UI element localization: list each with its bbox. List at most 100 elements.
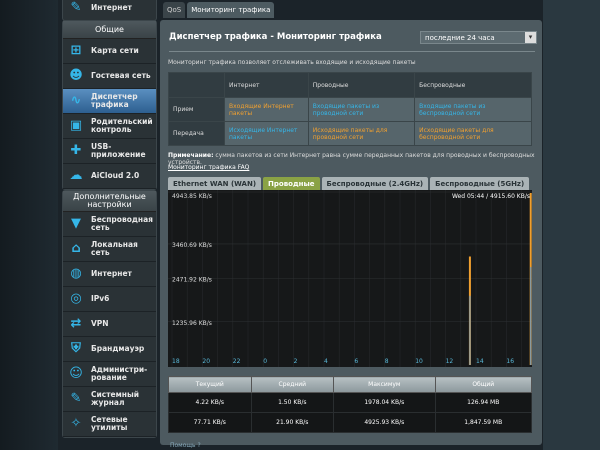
sidebar-item-home[interactable]: ⌂ Локальная сеть xyxy=(63,237,156,262)
stats-max: 4925.93 KB/s xyxy=(333,412,436,433)
x-tick-label: 22 xyxy=(233,358,241,365)
legend-header: Интернет xyxy=(224,72,309,98)
x-tick-label: 4 xyxy=(324,358,328,365)
sidebar-item-label: Интернет xyxy=(91,269,132,278)
wireless-icon: ▼ xyxy=(71,216,81,231)
tools-icon: ✧ xyxy=(70,416,82,431)
legend-cell: Исходящие Интернет пакеты xyxy=(224,121,309,146)
sidebar-item-wireless[interactable]: ▼ Беспроводная сеть xyxy=(63,212,156,237)
x-tick-label: 18 xyxy=(172,358,180,365)
stats-header: Текущий xyxy=(168,376,252,393)
stats-header: Общий xyxy=(434,376,532,393)
sidebar-item-label: AiCloud 2.0 xyxy=(91,171,140,180)
legend-table: Интернет Проводные Беспроводные Прием Вх… xyxy=(168,72,532,146)
sidebar-item-label: Системный журнал xyxy=(91,390,139,407)
sidebar-advanced: Дополнительные настройки ▼ Беспроводная с… xyxy=(62,190,157,438)
tab-qos[interactable]: QoS xyxy=(163,2,186,18)
traffic-chart: 4943.85 KB/s 3460.69 KB/s 2471.92 KB/s 1235… xyxy=(168,190,532,367)
sidebar-item-cloud[interactable]: ☁ AiCloud 2.0 xyxy=(63,164,156,189)
x-tick-label: 20 xyxy=(202,358,210,365)
shield-icon: ⛨ xyxy=(71,341,81,356)
sidebar-item-lock[interactable]: ▣ Родительский контроль xyxy=(63,114,156,139)
chart-tab-wireless-5[interactable]: Беспроводные (5GHz) xyxy=(430,177,530,191)
chart-tab-wireless-24[interactable]: Беспроводные (2.4GHz) xyxy=(321,177,429,191)
advanced-header: Дополнительные настройки xyxy=(63,191,156,212)
legend-header: Проводные xyxy=(307,72,416,98)
sidebar-general: Общие ⊞ Карта сети ☻ Гостевая сеть ∿ Диспетче… xyxy=(62,20,157,190)
traffic-manager-icon: ∿ xyxy=(70,93,82,108)
vpn-icon: ⇄ xyxy=(70,316,82,331)
period-value: последние 24 часа xyxy=(425,34,495,42)
y-tick-label: 2471.92 KB/s xyxy=(172,277,212,284)
legend-cell: Входящие пакеты из проводной сети xyxy=(307,97,416,122)
legend-header xyxy=(168,72,225,98)
sidebar-item-label: Карта сети xyxy=(91,46,139,55)
sidebar-item-internet-top[interactable]: ✎ Интернет xyxy=(63,0,156,20)
cloud-icon: ☁ xyxy=(69,168,83,183)
sidebar-item-label: Диспетчер трафика xyxy=(91,92,138,109)
legend-cell: Входящие Интернет пакеты xyxy=(224,97,309,122)
sidebar-item-shield[interactable]: ⛨ Брандмауэр xyxy=(63,337,156,362)
x-tick-label: 8 xyxy=(385,358,389,365)
stats-average: 21.90 KB/s xyxy=(250,412,335,433)
x-tick-label: 16 xyxy=(506,358,514,365)
left-background xyxy=(0,0,58,450)
y-tick-label: 3460.69 KB/s xyxy=(172,242,212,249)
row-label-receive: Прием xyxy=(168,97,225,122)
y-tick-label: 4943.85 KB/s xyxy=(172,193,212,200)
stats-row-received: 4.22 KB/s 1.50 KB/s 1978.04 KB/s 126.94 … xyxy=(168,392,532,413)
guest-network-icon: ☻ xyxy=(69,68,83,83)
stats-header: Средний xyxy=(250,376,335,393)
sidebar-item-log[interactable]: ✎ Системный журнал xyxy=(63,387,156,412)
stats-row-sent: 77.71 KB/s 21.90 KB/s 4925.93 KB/s 1,847… xyxy=(168,412,532,433)
sidebar-item-puzzle[interactable]: ✚ USB-приложение xyxy=(63,139,156,164)
period-select[interactable]: последние 24 часа ▾ xyxy=(420,31,537,44)
sidebar-item-traffic-manager[interactable]: ∿ Диспетчер трафика xyxy=(63,89,156,114)
top-tabs: QoS Мониторинг трафика xyxy=(163,2,275,18)
right-background xyxy=(543,0,600,450)
note: Примечание: сумма пакетов из сети Интерн… xyxy=(168,152,542,166)
sidebar-item-globe[interactable]: ◍ Интернет xyxy=(63,262,156,287)
note-text: сумма пакетов из сети Интернет равна сум… xyxy=(168,152,535,166)
sidebar-item-tools[interactable]: ✧ Сетевые утилиты xyxy=(63,412,156,437)
admin-icon: ☺ xyxy=(69,366,83,381)
help-link[interactable]: Помощь ? xyxy=(170,442,201,449)
chart-tab-wired[interactable]: Проводные xyxy=(263,177,320,191)
stats-header: Максимум xyxy=(333,376,436,393)
sidebar-item-admin[interactable]: ☺ Администри-рование xyxy=(63,362,156,387)
stats-table: Текущий Средний Максимум Общий 4.22 KB/s… xyxy=(168,376,532,433)
x-tick-label: 12 xyxy=(446,358,454,365)
stats-total: 1,847.59 MB xyxy=(434,412,532,433)
main-panel: Диспетчер трафика - Мониторинг трафика п… xyxy=(160,20,542,445)
legend-cell: Входящие пакеты из беспроводной сети xyxy=(414,97,532,122)
legend-header: Беспроводные xyxy=(414,72,532,98)
legend-cell: Исходящие пакеты для беспроводной сети xyxy=(414,121,532,146)
sidebar-item-label: Администри-рование xyxy=(91,365,148,382)
internet-icon: ✎ xyxy=(70,0,82,15)
sidebar-item-ipv6[interactable]: ◎ IPv6 xyxy=(63,287,156,312)
legend-cell: Исходящие пакеты для проводной сети xyxy=(307,121,416,146)
chart-readout: Wed 05:44 / 4915.60 KB/s xyxy=(452,193,530,200)
globe-icon: ◍ xyxy=(70,266,82,281)
chart-tabs: Ethernet WAN (WAN) Проводные Беспроводны… xyxy=(168,177,530,191)
note-label: Примечание: xyxy=(168,152,214,159)
sidebar-item-label: Локальная сеть xyxy=(91,240,138,257)
chart-tab-wan[interactable]: Ethernet WAN (WAN) xyxy=(168,177,262,191)
sidebar-top: ✎ Интернет xyxy=(62,0,157,21)
y-tick-label: 1235.96 KB/s xyxy=(172,320,212,327)
sidebar-item-network-map[interactable]: ⊞ Карта сети xyxy=(63,39,156,64)
sidebar-item-guest-network[interactable]: ☻ Гостевая сеть xyxy=(63,64,156,89)
network-map-icon: ⊞ xyxy=(70,43,82,58)
stats-total: 126.94 MB xyxy=(434,392,532,413)
sidebar-item-vpn[interactable]: ⇄ VPN xyxy=(63,312,156,337)
tab-traffic-monitor[interactable]: Мониторинг трафика xyxy=(187,2,275,18)
x-tick-label: 6 xyxy=(354,358,358,365)
stats-max: 1978.04 KB/s xyxy=(333,392,436,413)
sidebar-item-label: IPv6 xyxy=(91,294,110,303)
sidebar-item-label: VPN xyxy=(91,319,109,328)
divider xyxy=(169,51,535,52)
home-icon: ⌂ xyxy=(71,241,81,256)
faq-link[interactable]: Мониторинг трафика FAQ xyxy=(168,164,250,171)
stats-current: 77.71 KB/s xyxy=(168,412,252,433)
general-header: Общие xyxy=(63,21,156,39)
